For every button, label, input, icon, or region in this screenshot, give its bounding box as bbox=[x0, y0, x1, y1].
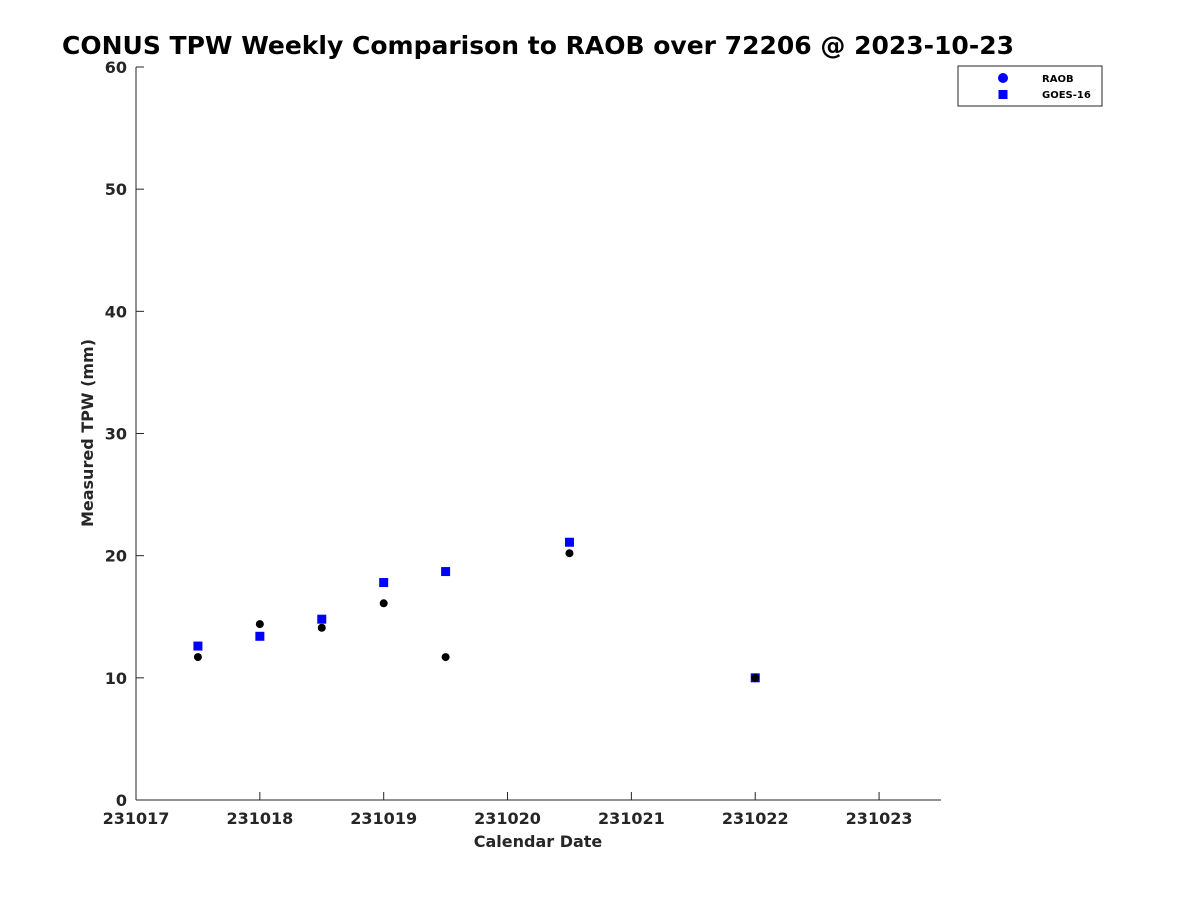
legend-raob-marker bbox=[998, 73, 1008, 83]
y-tick-label: 0 bbox=[116, 791, 127, 810]
raob-point bbox=[751, 673, 760, 682]
y-tick-label: 40 bbox=[105, 302, 127, 321]
x-tick-label: 231023 bbox=[846, 809, 913, 828]
y-tick-label: 20 bbox=[105, 547, 127, 566]
y-tick-label: 60 bbox=[105, 58, 127, 77]
data-points bbox=[193, 537, 760, 683]
goes16-point bbox=[441, 567, 451, 577]
goes16-point bbox=[317, 614, 327, 624]
axes bbox=[135, 67, 941, 801]
goes16-point bbox=[255, 631, 265, 641]
chart-title: CONUS TPW Weekly Comparison to RAOB over… bbox=[62, 31, 1014, 60]
x-tick-label: 231018 bbox=[226, 809, 293, 828]
raob-point bbox=[565, 549, 574, 558]
x-ticks: 231017 231018 231019 231020 231021 231022 2310… bbox=[103, 792, 913, 828]
legend-goes-marker bbox=[998, 90, 1008, 99]
x-axis-label: Calendar Date bbox=[474, 832, 603, 851]
y-tick-label: 30 bbox=[105, 425, 127, 444]
y-ticks: 0 10 20 30 40 50 60 bbox=[105, 58, 144, 810]
legend-box bbox=[957, 65, 1103, 107]
y-tick-label: 50 bbox=[105, 180, 127, 199]
x-tick-label: 231019 bbox=[350, 809, 417, 828]
y-axis-label: Measured TPW (mm) bbox=[78, 339, 97, 527]
goes16-point bbox=[379, 578, 389, 588]
y-tick-label: 10 bbox=[105, 669, 127, 688]
x-tick-label: 231022 bbox=[722, 809, 789, 828]
raob-point bbox=[441, 653, 450, 662]
x-tick-label: 231020 bbox=[474, 809, 541, 828]
raob-point bbox=[193, 653, 202, 662]
x-tick-label: 231021 bbox=[598, 809, 665, 828]
legend-raob-label: RAOB bbox=[1042, 74, 1074, 85]
legend-goes-label: GOES-16 bbox=[1042, 90, 1091, 101]
raob-point bbox=[379, 599, 388, 608]
x-tick-label: 231017 bbox=[103, 809, 170, 828]
raob-point bbox=[317, 623, 326, 632]
goes16-point bbox=[193, 641, 203, 651]
legend: RAOB GOES-16 bbox=[957, 65, 1103, 107]
goes16-point bbox=[564, 537, 574, 547]
raob-point bbox=[255, 620, 264, 629]
